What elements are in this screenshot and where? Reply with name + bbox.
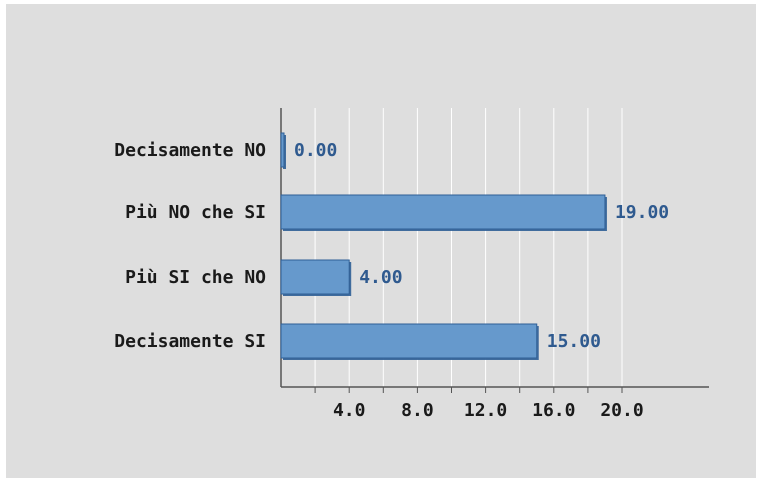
x-tick-marks <box>314 387 623 393</box>
data-label: 19.00 <box>615 202 669 223</box>
x-tick-label: 4.0 <box>333 400 366 421</box>
chart-panel <box>6 4 756 478</box>
x-tick-label: 8.0 <box>401 400 434 421</box>
bars <box>280 132 607 360</box>
bar <box>280 194 606 230</box>
bar <box>280 323 538 359</box>
x-tick-label: 20.0 <box>600 400 643 421</box>
bar <box>280 132 285 168</box>
x-tick-label: 16.0 <box>532 400 575 421</box>
data-labels: 0.00 19.00 4.00 15.00 <box>294 140 669 352</box>
category-label: Decisamente NO <box>114 140 266 161</box>
data-label: 4.00 <box>359 267 402 288</box>
category-label: Più NO che SI <box>125 202 266 223</box>
category-label: Più SI che NO <box>125 267 266 288</box>
bar <box>280 259 350 295</box>
x-tick-label: 12.0 <box>464 400 507 421</box>
category-label: Decisamente SI <box>114 331 266 352</box>
category-labels: Decisamente NO Più NO che SI Più SI che NO… <box>114 140 266 352</box>
x-tick-labels: 4.0 8.0 12.0 16.0 20.0 <box>333 400 644 421</box>
data-label: 15.00 <box>547 331 601 352</box>
data-label: 0.00 <box>294 140 337 161</box>
